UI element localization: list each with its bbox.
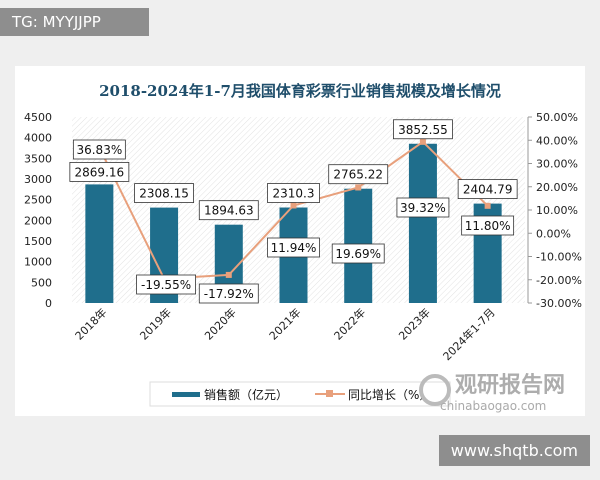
left-tick-label: 4000	[24, 132, 52, 145]
bar-data-label-box	[134, 183, 194, 203]
growth-data-label-box	[461, 215, 515, 236]
right-tick-label: 30.00%	[536, 158, 578, 171]
growth-data-label-box	[267, 237, 320, 258]
right-tick-label: 40.00%	[536, 134, 578, 147]
logo-text: 观研报告网	[455, 373, 565, 398]
left-tick-label: 3000	[24, 173, 52, 186]
growth-marker	[419, 138, 426, 145]
right-tick-label: -30.00%	[536, 297, 582, 310]
bar-data-label-box	[457, 179, 518, 200]
left-tick-label: 2500	[24, 194, 52, 207]
watermark-tg: TG: MYYJJPP	[0, 8, 149, 36]
growth-data-label-box	[198, 283, 259, 304]
logo-sub: chinabaogao.com	[440, 399, 546, 413]
growth-data-label-box	[396, 197, 450, 218]
growth-marker	[225, 271, 232, 278]
legend-line-marker	[326, 390, 333, 397]
growth-data-label: 19.69%	[335, 247, 381, 261]
right-tick-label: 0.00%	[536, 227, 571, 240]
right-tick-label: -20.00%	[536, 274, 582, 287]
left-tick-label: 0	[45, 297, 52, 310]
growth-data-label: 36.83%	[76, 143, 122, 157]
growth-data-label: 39.32%	[400, 201, 446, 215]
growth-data-label-box	[331, 243, 385, 264]
bar-data-label: 2869.16	[75, 165, 125, 179]
left-tick-label: 1500	[24, 235, 52, 248]
left-tick-label: 4500	[24, 111, 52, 124]
growth-data-label-box	[72, 139, 126, 160]
legend-bar-swatch	[172, 392, 200, 397]
bar-data-label: 2308.15	[139, 187, 189, 201]
bar-data-label: 2404.79	[463, 183, 513, 197]
legend-bar-label: 销售额（亿元）	[204, 387, 288, 402]
bar-data-label: 2765.22	[333, 168, 383, 182]
bar-data-label-box	[198, 200, 259, 221]
left-tick-label: 3500	[24, 152, 52, 165]
chart-title: 2018-2024年1-7月我国体育彩票行业销售规模及增长情况	[99, 82, 501, 100]
growth-marker	[355, 184, 362, 191]
bar-data-label: 1894.63	[204, 204, 254, 218]
growth-data-label: 11.94%	[271, 241, 317, 255]
bar	[85, 184, 114, 303]
right-tick-label: -10.00%	[536, 251, 582, 264]
right-tick-label: 20.00%	[536, 181, 578, 194]
bar-data-label: 3852.55	[398, 123, 448, 137]
bar-data-label: 2310.3	[273, 187, 315, 201]
watermark-site: www.shqtb.com	[438, 435, 590, 466]
growth-marker	[290, 202, 297, 209]
bar-data-label-box	[328, 164, 389, 185]
left-tick-label: 2000	[24, 214, 52, 227]
logo-icon	[419, 374, 451, 406]
left-tick-label: 500	[31, 276, 52, 289]
left-tick-label: 1000	[24, 256, 52, 269]
growth-marker	[484, 202, 491, 209]
right-tick-label: 10.00%	[536, 204, 578, 217]
growth-data-label: -19.55%	[141, 278, 191, 292]
bar	[408, 143, 437, 303]
bar-data-label-box	[267, 183, 320, 203]
growth-data-label-box	[136, 274, 196, 295]
bar-data-label-box	[393, 119, 453, 140]
growth-data-label: -17.92%	[204, 287, 254, 301]
growth-data-label: 11.80%	[465, 219, 511, 233]
bar-data-label-box	[69, 162, 130, 182]
right-tick-label: 50.00%	[536, 111, 578, 124]
legend-line-label: 同比增长（%）	[348, 388, 431, 402]
